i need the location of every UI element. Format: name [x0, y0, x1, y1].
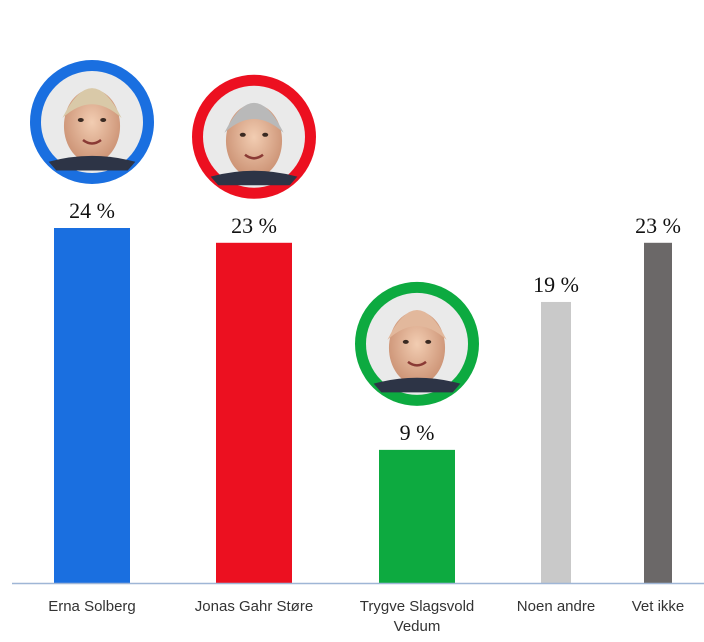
portrait-mouth: [407, 360, 427, 367]
portrait-eye: [77, 118, 84, 122]
category-label-line: Vet ikke: [632, 598, 685, 615]
value-labels-group: 24 % 23 % 9 % 19 % 23 %: [69, 198, 681, 445]
value-label-5: 23 %: [635, 213, 681, 238]
portrait-mouth: [244, 153, 264, 160]
category-label-3: Trygve Slagsvold Vedum: [360, 598, 475, 635]
category-label-1: Erna Solberg: [48, 598, 136, 615]
portrait-hair: [62, 88, 122, 118]
portrait-2: [192, 74, 316, 199]
category-label-2: Jonas Gahr Støre: [195, 598, 313, 615]
portraits-group: [30, 60, 479, 406]
value-label-1: 24 %: [69, 198, 115, 223]
portrait-hair: [224, 102, 284, 133]
portrait-shoulders: [373, 377, 461, 393]
portrait-face: [63, 89, 121, 163]
portrait-eye: [425, 339, 432, 344]
portrait-eye: [100, 118, 107, 122]
portrait-face: [388, 311, 446, 385]
portrait-shoulders: [210, 170, 298, 186]
bar-1: [54, 228, 130, 583]
portrait-eye: [262, 132, 269, 137]
category-label-5: Vet ikke: [632, 598, 685, 615]
category-label-line: Jonas Gahr Støre: [195, 598, 313, 615]
portrait-mouth: [82, 138, 102, 145]
category-label-line: Trygve Slagsvold: [360, 598, 475, 615]
bars-group: [54, 228, 672, 583]
portrait-shoulders: [48, 155, 136, 171]
bar-5: [644, 242, 672, 583]
category-label-line: Noen andre: [517, 598, 595, 615]
value-label-3: 9 %: [400, 420, 435, 445]
portrait-3: [355, 281, 479, 406]
value-label-4: 19 %: [533, 272, 579, 297]
bar-2: [216, 242, 292, 583]
bar-4: [541, 301, 571, 583]
category-label-line: Erna Solberg: [48, 598, 136, 615]
category-labels-group: Erna Solberg Jonas Gahr Støre Trygve Slags…: [48, 598, 684, 635]
portrait-hair: [387, 310, 447, 340]
portrait-eye: [239, 132, 246, 137]
value-label-2: 23 %: [231, 213, 277, 238]
portrait-face: [225, 104, 283, 178]
portrait-1: [30, 60, 154, 184]
category-label-line: Vedum: [394, 618, 441, 635]
portrait-eye: [402, 339, 409, 344]
bar-3: [379, 449, 455, 583]
category-label-4: Noen andre: [517, 598, 595, 615]
